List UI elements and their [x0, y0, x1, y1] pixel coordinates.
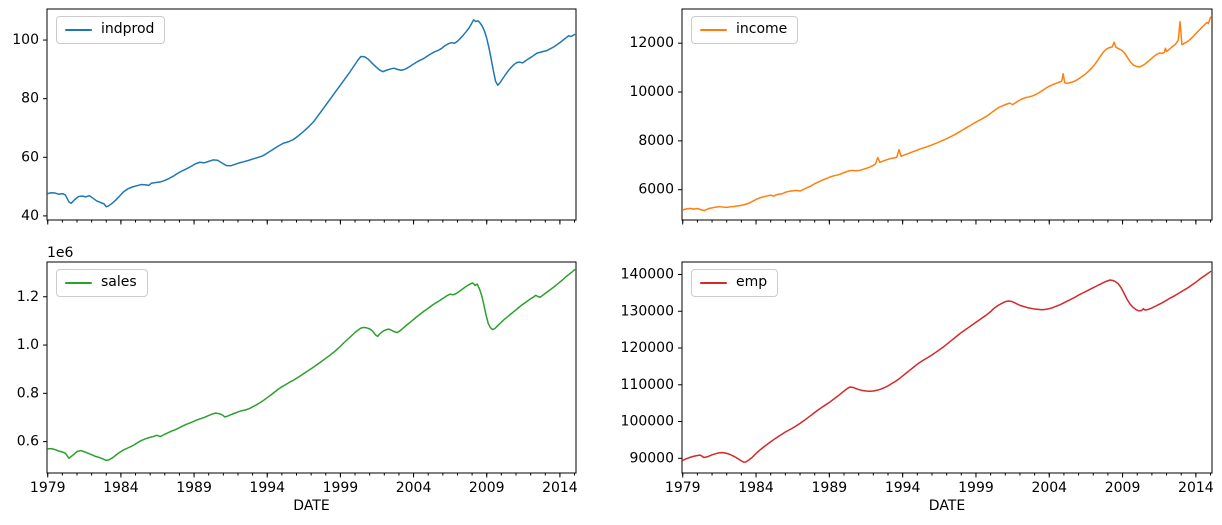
y-tick-label: 6000 — [638, 182, 674, 198]
legend-sales: sales — [56, 269, 148, 297]
x-tick-label: 1984 — [103, 480, 139, 496]
x-tick-label: 1979 — [665, 480, 701, 496]
x-tick-label: 2014 — [542, 480, 578, 496]
y-tick-label: 0.6 — [17, 434, 39, 450]
x-tick-label: 1994 — [885, 480, 921, 496]
y-tick-label: 120000 — [621, 340, 674, 356]
y-axis-indprod: 40 60 80 100 — [12, 32, 47, 224]
legend-label-sales: sales — [101, 274, 137, 290]
x-tick-label: 1989 — [176, 480, 212, 496]
x-tick-label: 2004 — [396, 480, 432, 496]
y-tick-label: 140000 — [621, 266, 674, 282]
emp-line — [681, 270, 1212, 463]
x-tick-label: 1979 — [30, 480, 66, 496]
income-line — [681, 16, 1212, 212]
x-tick-label: 1994 — [249, 480, 285, 496]
y-axis-offset-text: 1e6 — [47, 245, 74, 261]
x-tick-label: 2009 — [1105, 480, 1141, 496]
legend-label-emp: emp — [736, 274, 768, 290]
y-tick-label: 10000 — [629, 84, 674, 100]
y-axis-income: 6000 8000 10000 12000 — [629, 35, 682, 198]
y-tick-label: 40 — [21, 208, 39, 224]
legend-line-indprod — [65, 28, 92, 31]
subplot-sales: 0.6 0.8 1.0 1.2 1979 1984 1989 1994 1999 2004 2009… — [17, 245, 578, 514]
x-tick-label: 1999 — [323, 480, 359, 496]
subplot-indprod: 40 60 80 100 — [12, 8, 577, 225]
y-tick-label: 8000 — [638, 133, 674, 149]
x-axis-sales: 1979 1984 1989 1994 1999 2004 2009 2014 — [30, 473, 578, 496]
y-tick-label: 130000 — [621, 303, 674, 319]
y-tick-label: 1.0 — [17, 337, 39, 353]
legend-emp: emp — [691, 269, 779, 297]
x-tick-label: 1999 — [958, 480, 994, 496]
x-axis-title-emp: DATE — [929, 498, 965, 514]
legend-line-income — [700, 28, 727, 31]
y-axis-emp: 90000 100000 110000 120000 130000 140000 — [621, 266, 682, 466]
x-tick-label: 2004 — [1031, 480, 1067, 496]
legend-line-emp — [700, 281, 727, 284]
y-tick-label: 60 — [21, 149, 39, 165]
x-axis-income — [682, 220, 1212, 225]
y-tick-label: 80 — [21, 91, 39, 107]
y-axis-sales: 0.6 0.8 1.0 1.2 — [17, 289, 47, 450]
y-tick-label: 110000 — [621, 377, 674, 393]
y-tick-label: 1.2 — [17, 289, 39, 305]
y-tick-label: 100 — [12, 32, 39, 48]
x-axis-emp: 1979 1984 1989 1994 1999 2004 2009 2014 — [665, 473, 1214, 496]
y-tick-label: 90000 — [629, 450, 674, 466]
subplot-income: 6000 8000 10000 12000 — [629, 8, 1213, 225]
indprod-line — [46, 19, 576, 208]
sales-line — [46, 268, 576, 462]
legend-line-sales — [65, 281, 92, 284]
y-tick-label: 100000 — [621, 414, 674, 430]
x-tick-label: 1984 — [738, 480, 774, 496]
y-tick-label: 12000 — [629, 35, 674, 51]
legend-income: income — [691, 16, 799, 44]
x-axis-title-sales: DATE — [293, 498, 329, 514]
y-tick-label: 0.8 — [17, 385, 39, 401]
x-axis-indprod — [47, 220, 576, 225]
x-tick-label: 2009 — [469, 480, 505, 496]
x-tick-label: 2014 — [1178, 480, 1214, 496]
legend-label-income: income — [736, 21, 788, 37]
legend-indprod: indprod — [56, 16, 166, 44]
legend-label-indprod: indprod — [101, 21, 155, 37]
x-tick-label: 1989 — [812, 480, 848, 496]
